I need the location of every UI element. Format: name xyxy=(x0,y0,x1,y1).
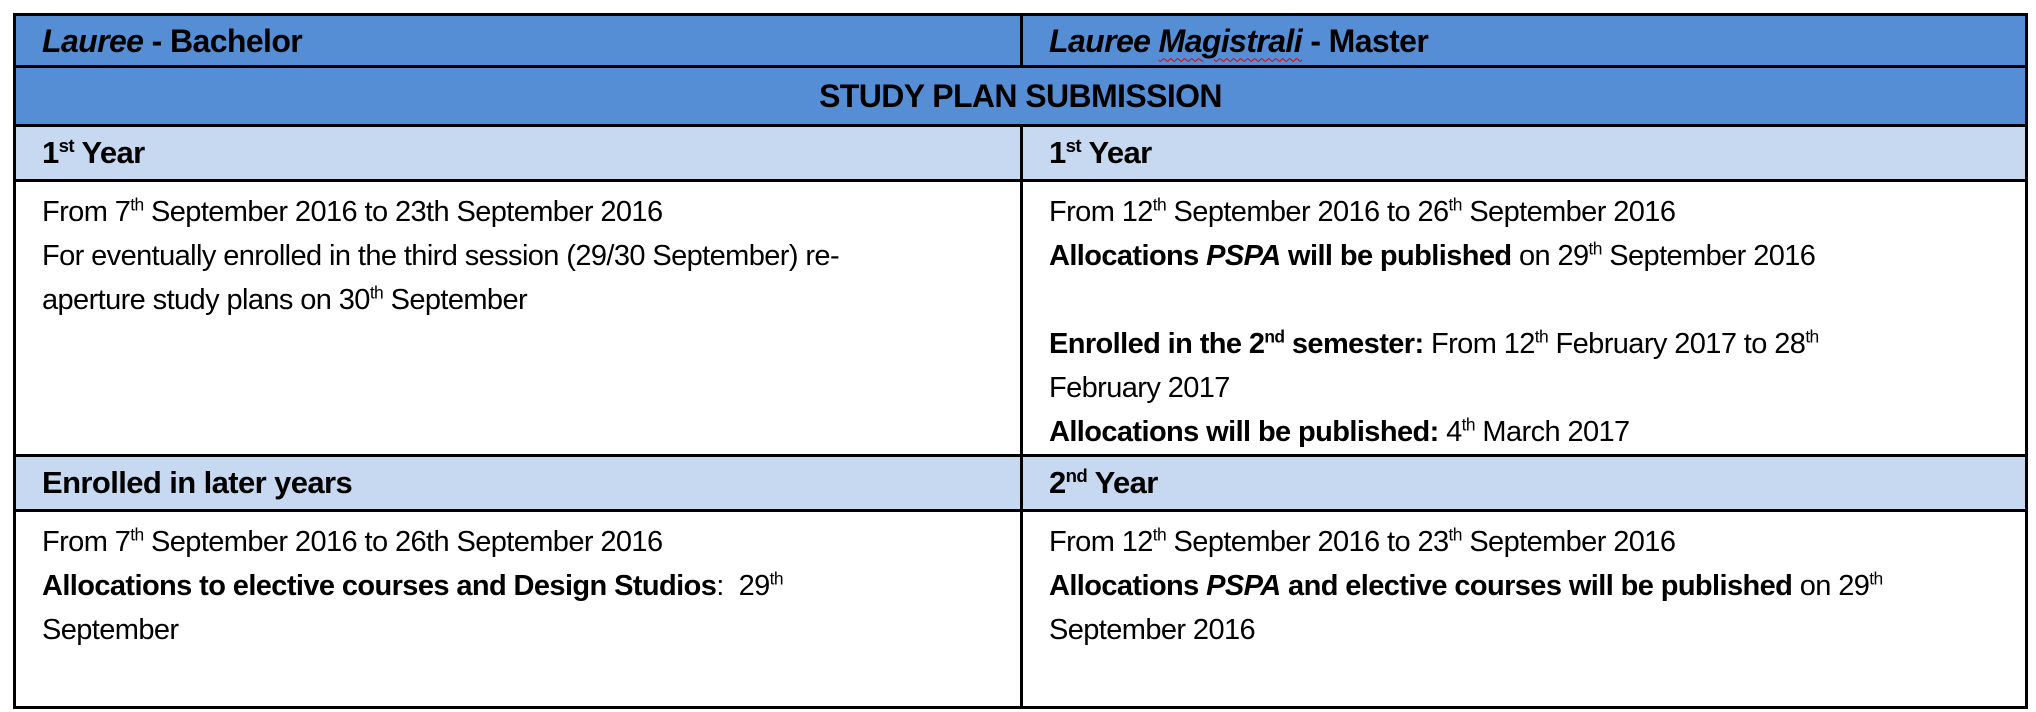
sup: nd xyxy=(1065,464,1088,486)
t: March 2017 xyxy=(1474,416,1630,448)
line: For eventually enrolled in the third ses… xyxy=(42,240,840,272)
sup: th xyxy=(1588,238,1603,259)
line: From 7th September 2016 to 26th Septembe… xyxy=(42,520,1020,564)
sup: th xyxy=(369,282,384,303)
bachelor-header: Lauree - Bachelor xyxy=(13,13,1023,68)
t: semester: xyxy=(1284,328,1424,360)
subheader-row-1: 1st Year 1st Year xyxy=(13,124,2028,182)
header-row: Lauree - Bachelor Lauree Magistrali - Ma… xyxy=(13,13,2028,68)
sup: th xyxy=(1869,568,1883,589)
t: on 29 xyxy=(1511,240,1589,272)
t: Allocations will be published: xyxy=(1049,416,1439,448)
master-second-year-content: From 12th September 2016 to 23th Septemb… xyxy=(1020,509,2028,709)
t: 1 xyxy=(1049,135,1066,170)
t: on 29 xyxy=(1792,570,1870,602)
sup: th xyxy=(1152,524,1167,545)
line: Enrolled in the 2nd semester: From 12th … xyxy=(1049,322,2025,366)
t: September 2016 to 26th September 2016 xyxy=(143,526,663,558)
t: Year xyxy=(1081,135,1152,170)
t: PSPA xyxy=(1206,240,1281,272)
sup: th xyxy=(1152,194,1167,215)
t: will be published xyxy=(1280,240,1512,272)
master-header-rest: - Master xyxy=(1302,22,1429,59)
line: Allocations PSPA and elective courses wi… xyxy=(1049,564,2025,608)
t: 4 xyxy=(1438,416,1462,448)
line: aperture study plans on 30th September xyxy=(42,278,1020,322)
line: Allocations to elective courses and Desi… xyxy=(42,564,1020,608)
sup: nd xyxy=(1264,326,1285,347)
master-first-year-title: 1st Year xyxy=(1020,124,2028,182)
sup: th xyxy=(1448,524,1463,545)
t: September 2016 xyxy=(1461,196,1676,228)
t: Year xyxy=(74,135,145,170)
t: aperture study plans on 30 xyxy=(42,284,370,316)
content-row-2: From 7th September 2016 to 26th Septembe… xyxy=(13,509,2028,709)
t: : 29 xyxy=(716,570,770,602)
master-italic-a: Lauree xyxy=(1049,22,1159,59)
sup: st xyxy=(58,134,75,156)
bachelor-header-italic: Lauree xyxy=(42,22,144,59)
line: September 2016 xyxy=(1049,614,1256,646)
t: From 12 xyxy=(1049,196,1153,228)
sup: th xyxy=(130,524,144,545)
bachelor-later-years-title: Enrolled in later years xyxy=(13,454,1023,512)
sup: th xyxy=(769,568,784,589)
t: Allocations to elective courses and Desi… xyxy=(42,570,717,602)
t: PSPA xyxy=(1206,570,1281,602)
line: Allocations PSPA will be published on 29… xyxy=(1049,234,2025,278)
sup: th xyxy=(1534,326,1549,347)
sup: th xyxy=(1448,194,1463,215)
sup: th xyxy=(1805,326,1819,347)
bachelor-first-year-content: From 7th September 2016 to 23th Septembe… xyxy=(13,179,1023,457)
t: February 2017 to 28 xyxy=(1548,328,1806,360)
t: September 2016 to 23th September 2016 xyxy=(143,196,663,228)
master-italic-b-misspelled: Magistrali xyxy=(1158,22,1303,59)
sup: th xyxy=(130,194,144,215)
blank-line xyxy=(1049,278,2025,322)
t: September 2016 xyxy=(1601,240,1816,272)
section-row: STUDY PLAN SUBMISSION xyxy=(13,65,2028,127)
t: Allocations xyxy=(1049,570,1207,602)
bachelor-later-years-content: From 7th September 2016 to 26th Septembe… xyxy=(13,509,1023,709)
t: Year xyxy=(1087,465,1159,500)
line: February 2017 xyxy=(1049,372,1230,404)
master-header-italic: Lauree Magistrali xyxy=(1049,22,1303,59)
line: From 12th September 2016 to 26th Septemb… xyxy=(1049,190,2025,234)
master-first-year-content: From 12th September 2016 to 26th Septemb… xyxy=(1020,179,2028,457)
t: September 2016 to 23 xyxy=(1166,526,1450,558)
content-row-1: From 7th September 2016 to 23th Septembe… xyxy=(13,179,2028,457)
t: From 12 xyxy=(1423,328,1535,360)
t: and elective courses will be published xyxy=(1280,570,1793,602)
line: September xyxy=(42,614,179,646)
t: 1 xyxy=(42,135,59,170)
master-second-year-title: 2nd Year xyxy=(1020,454,2028,512)
section-title: STUDY PLAN SUBMISSION xyxy=(13,65,2028,127)
t: Enrolled in the 2 xyxy=(1049,328,1265,360)
t: From 7 xyxy=(42,196,131,228)
line: Allocations will be published: 4th March… xyxy=(1049,410,2025,454)
bachelor-first-year-title: 1st Year xyxy=(13,124,1023,182)
t: September 2016 xyxy=(1461,526,1676,558)
line: From 7th September 2016 to 23th Septembe… xyxy=(42,190,1020,234)
line: From 12th September 2016 to 23th Septemb… xyxy=(1049,520,2025,564)
subheader-row-2: Enrolled in later years 2nd Year xyxy=(13,454,2028,512)
sup: st xyxy=(1065,134,1082,156)
t: September xyxy=(383,284,528,316)
t: From 7 xyxy=(42,526,131,558)
sup: th xyxy=(1461,414,1476,435)
master-header: Lauree Magistrali - Master xyxy=(1021,13,2028,68)
t: September 2016 to 26 xyxy=(1166,196,1450,228)
bachelor-header-rest: - Bachelor xyxy=(143,22,303,59)
t: Allocations xyxy=(1049,240,1207,272)
study-plan-table: Lauree - Bachelor Lauree Magistrali - Ma… xyxy=(13,13,2028,709)
t: From 12 xyxy=(1049,526,1153,558)
t: 2 xyxy=(1049,465,1066,500)
